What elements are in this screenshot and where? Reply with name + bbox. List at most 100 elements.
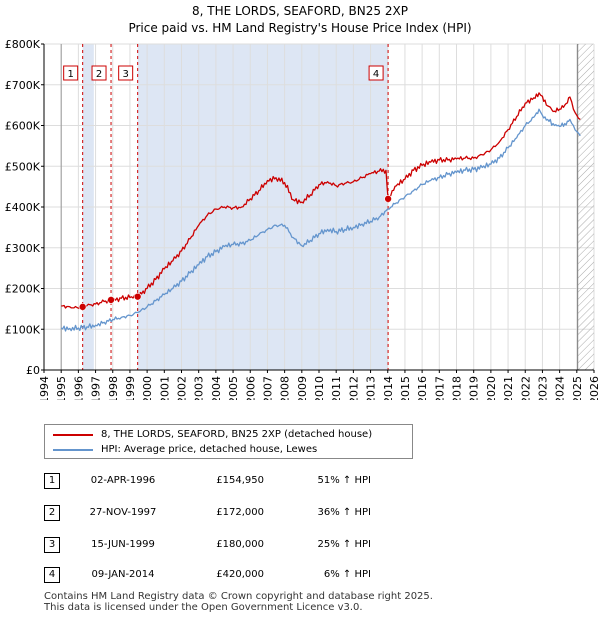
sale-hpi-change: 6% ↑ HPI bbox=[323, 569, 371, 580]
y-tick-label: £800K bbox=[5, 38, 41, 51]
legend-label-hpi: HPI: Average price, detached house, Lewe… bbox=[101, 444, 318, 455]
x-tick-label: 2020 bbox=[485, 376, 498, 400]
price-chart: 1 2 3 4 £0 £100K £200K £300K £400K £500K £600K £70… bbox=[5, 38, 600, 400]
y-tick-label: £600K bbox=[5, 120, 41, 133]
sale-hpi-change: 25% ↑ HPI bbox=[317, 539, 371, 550]
sale-point bbox=[133, 292, 142, 301]
series-lines bbox=[60, 92, 581, 332]
sale-label: 2 bbox=[91, 65, 107, 81]
x-tick-label: 1999 bbox=[124, 376, 137, 400]
sale-price: £420,000 bbox=[216, 569, 264, 580]
chart-title: 8, THE LORDS, SEAFORD, BN25 2XP Price pa… bbox=[0, 3, 600, 37]
sale-number-labels: 1 2 3 4 bbox=[63, 65, 384, 81]
x-tick-label: 2021 bbox=[502, 376, 515, 400]
x-tick-label: 1996 bbox=[72, 376, 85, 400]
grid bbox=[43, 43, 595, 371]
sale-label: 3 bbox=[118, 65, 134, 81]
x-tick-label: 2017 bbox=[433, 376, 446, 400]
x-tick-label: 2006 bbox=[244, 376, 257, 400]
x-tick-label: 2015 bbox=[399, 376, 412, 400]
title-line-1: 8, THE LORDS, SEAFORD, BN25 2XP bbox=[192, 4, 408, 18]
sale-label-box bbox=[118, 65, 134, 81]
x-tick-label: 2005 bbox=[227, 376, 240, 400]
sale-number-badge: 2 bbox=[44, 505, 60, 521]
x-tick-label: 2008 bbox=[279, 376, 292, 400]
sale-label-text: 3 bbox=[122, 69, 128, 80]
sale-label-box bbox=[91, 65, 107, 81]
x-tick-label: 2014 bbox=[382, 376, 395, 400]
sale-date: 15-JUN-1999 bbox=[91, 539, 155, 550]
legend-swatch-hpi bbox=[53, 449, 93, 451]
sale-number-badge: 3 bbox=[44, 537, 60, 553]
x-tick-label: 2011 bbox=[330, 376, 343, 400]
sale-number-badge: 4 bbox=[44, 567, 60, 583]
sale-number-badge: 1 bbox=[44, 473, 60, 489]
property-price-line bbox=[61, 92, 581, 310]
sale-row: 4 09-JAN-2014 £420,000 6% ↑ HPI bbox=[44, 567, 444, 583]
axes: £0 £100K £200K £300K £400K £500K £600K £700K £80… bbox=[5, 38, 600, 400]
y-tick-label: £400K bbox=[5, 201, 41, 214]
footer-attribution: Contains HM Land Registry data © Crown c… bbox=[44, 591, 433, 613]
x-tick-label: 2023 bbox=[536, 376, 549, 400]
y-tick-label: £200K bbox=[5, 283, 41, 296]
x-tick-label: 2004 bbox=[210, 376, 223, 400]
x-tick-label: 2025 bbox=[571, 376, 584, 400]
sale-label-text: 2 bbox=[96, 69, 102, 80]
sale-date: 02-APR-1996 bbox=[90, 475, 156, 486]
x-tick-label: 2002 bbox=[176, 376, 189, 400]
x-tick-label: 2012 bbox=[347, 376, 360, 400]
y-tick-label: £300K bbox=[5, 242, 41, 255]
title-line-2: Price paid vs. HM Land Registry's House … bbox=[128, 21, 472, 35]
x-tick-label: 1998 bbox=[107, 376, 120, 400]
legend-label-property: 8, THE LORDS, SEAFORD, BN25 2XP (detache… bbox=[101, 429, 373, 440]
sale-label: 4 bbox=[368, 65, 384, 81]
sale-price: £154,950 bbox=[216, 475, 264, 486]
sale-label: 1 bbox=[63, 65, 79, 81]
x-tick-label: 2016 bbox=[416, 376, 429, 400]
hpi-line bbox=[60, 108, 581, 332]
sale-label-text: 1 bbox=[67, 69, 73, 80]
y-tick-label: £700K bbox=[5, 79, 41, 92]
sale-label-box bbox=[63, 65, 79, 81]
x-tick-label: 2003 bbox=[193, 376, 206, 400]
x-tick-label: 2024 bbox=[554, 376, 567, 400]
footer-line-1: Contains HM Land Registry data © Crown c… bbox=[44, 591, 433, 602]
x-tick-label: 2010 bbox=[313, 376, 326, 400]
x-tick-label: 2009 bbox=[296, 376, 309, 400]
y-tick-label: £0 bbox=[26, 364, 40, 377]
sale-point bbox=[107, 296, 115, 304]
sale-row: 1 02-APR-1996 £154,950 51% ↑ HPI bbox=[44, 473, 444, 489]
x-tick-label: 1994 bbox=[38, 376, 51, 400]
x-tick-label: 2001 bbox=[158, 376, 171, 400]
x-tick-label: 2018 bbox=[451, 376, 464, 400]
sale-point bbox=[78, 303, 87, 311]
projection-hatch bbox=[577, 44, 594, 370]
x-tick-label: 2007 bbox=[261, 376, 274, 400]
sale-row: 3 15-JUN-1999 £180,000 25% ↑ HPI bbox=[44, 537, 444, 553]
x-tick-label: 2026 bbox=[588, 376, 600, 400]
y-tick-label: £100K bbox=[5, 323, 41, 336]
x-tick-label: 2022 bbox=[519, 376, 532, 400]
sale-label-text: 4 bbox=[373, 69, 379, 80]
sale-price: £180,000 bbox=[216, 539, 264, 550]
footer-line-2: This data is licensed under the Open Gov… bbox=[44, 602, 363, 613]
sale-hpi-change: 51% ↑ HPI bbox=[317, 475, 371, 486]
legend: 8, THE LORDS, SEAFORD, BN25 2XP (detache… bbox=[44, 424, 413, 459]
x-tick-label: 2013 bbox=[365, 376, 378, 400]
sale-row: 2 27-NOV-1997 £172,000 36% ↑ HPI bbox=[44, 505, 444, 521]
x-tick-label: 1995 bbox=[55, 376, 68, 400]
sale-date: 09-JAN-2014 bbox=[91, 569, 155, 580]
sale-date-lines bbox=[60, 44, 389, 370]
x-tick-label: 2000 bbox=[141, 376, 154, 400]
y-tick-label: £500K bbox=[5, 160, 41, 173]
sale-point bbox=[384, 195, 392, 203]
legend-swatch-property bbox=[53, 434, 93, 436]
sale-hpi-change: 36% ↑ HPI bbox=[317, 507, 371, 518]
sale-date: 27-NOV-1997 bbox=[89, 507, 157, 518]
hatch-area bbox=[577, 44, 594, 370]
x-tick-label: 2019 bbox=[468, 376, 481, 400]
sale-label-box bbox=[368, 65, 384, 81]
x-tick-label: 1997 bbox=[90, 376, 103, 400]
sale-price: £172,000 bbox=[216, 507, 264, 518]
sale-markers bbox=[78, 195, 392, 311]
